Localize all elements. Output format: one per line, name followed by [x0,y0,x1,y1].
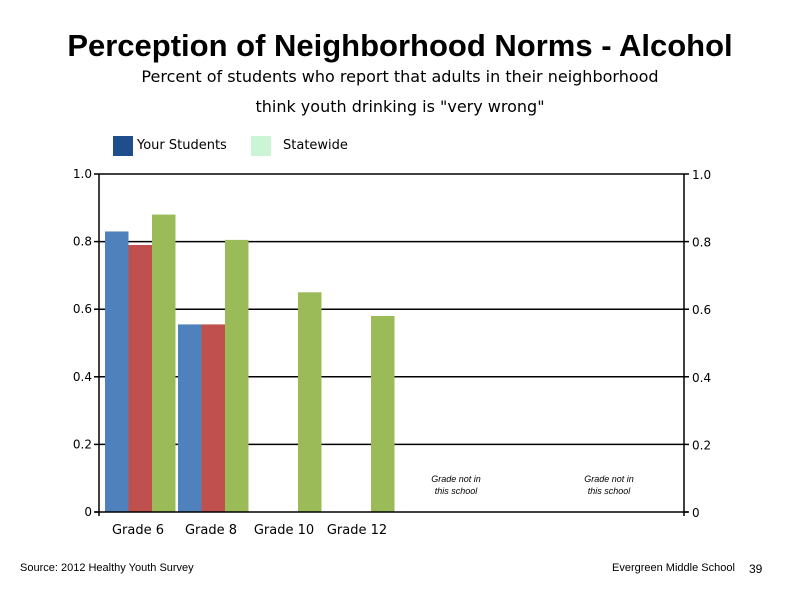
bar-series-0-cat-1 [178,324,202,512]
xtick-label-3: Grade 12 [327,523,387,538]
ytick-label-left-3: 0.6 [73,302,92,316]
ytick-label-left-5: 1.0 [73,167,92,181]
ytick-label-right-2: 0.4 [692,371,711,385]
chart-title: Perception of Neighborhood Norms - Alcoh… [67,28,733,63]
bar-series-2-cat-2 [298,292,322,512]
bar-series-1-cat-0 [128,244,152,513]
ytick-label-right-5: 1.0 [692,168,711,182]
xtick-label-2: Grade 10 [254,523,314,538]
annotation-1-line-0: Grade not in [584,474,634,484]
ytick-label-right-3: 0.6 [692,303,711,317]
legend-label-statewide: Statewide [283,138,348,153]
xtick-label-0: Grade 6 [112,523,164,538]
footer-school: Evergreen Middle School [612,562,735,574]
annotation-0-line-1: this school [435,486,479,496]
legend-swatch-statewide [251,136,271,156]
chart-subtitle-line-2: think youth drinking is "very wrong" [255,97,545,116]
chart-subtitle-line-1: Percent of students who report that adul… [141,67,659,86]
ytick-label-left-0: 0 [84,505,92,519]
bar-series-2-cat-3 [371,315,395,512]
ytick-label-left-2: 0.4 [73,370,92,384]
bar-series-2-cat-1 [225,239,249,512]
legend-swatch-your-students [113,136,133,156]
bar-series-0-cat-0 [105,231,129,512]
ytick-label-right-0: 0 [692,506,700,520]
annotation-0-line-0: Grade not in [431,474,481,484]
bar-series-1-cat-1 [201,324,225,512]
xtick-label-1: Grade 8 [185,523,237,538]
legend-label-your-students: Your Students [137,138,227,153]
ytick-label-right-1: 0.2 [692,438,711,452]
ytick-label-right-4: 0.8 [692,236,711,250]
page-number: 39 [749,562,763,576]
annotation-1-line-1: this school [588,486,632,496]
ytick-label-left-4: 0.8 [73,235,92,249]
bar-series-2-cat-0 [152,214,176,512]
footer-source: Source: 2012 Healthy Youth Survey [20,562,194,574]
ytick-label-left-1: 0.2 [73,437,92,451]
